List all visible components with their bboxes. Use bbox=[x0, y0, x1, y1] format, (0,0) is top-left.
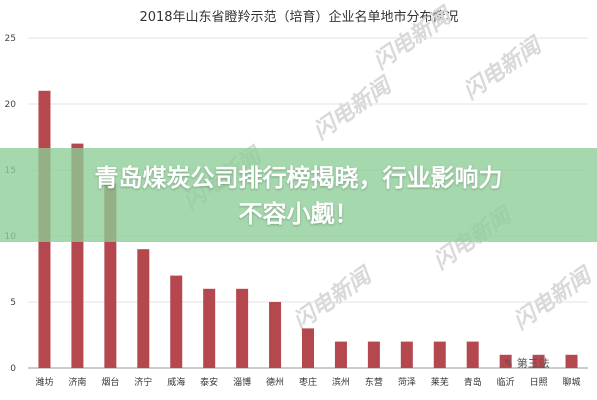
x-axis-categories: 潍坊 济南 烟台 济宁 威海 泰安 淄博 德州 枣庄 滨州 东营 菏泽 莱芜 青岛 临沂 日照 聊城 bbox=[35, 376, 580, 388]
x-category-label: 潍坊 bbox=[35, 376, 53, 388]
chart-title: 2018年山东省瞪羚示范（培育）企业名单地市分布情况 bbox=[139, 9, 458, 25]
x-category-label: 临沂 bbox=[497, 376, 515, 388]
y-tick-label: 5 bbox=[10, 298, 16, 308]
bar bbox=[367, 341, 380, 368]
bar bbox=[400, 341, 413, 368]
headline-line-2: 不容小觑！ bbox=[238, 200, 359, 228]
bar bbox=[203, 288, 216, 368]
bar bbox=[532, 354, 545, 368]
bar bbox=[236, 288, 249, 368]
watermark-text: 闪电新闻 bbox=[289, 261, 378, 334]
x-category-label: 菏泽 bbox=[398, 377, 416, 388]
bars bbox=[38, 90, 578, 369]
bar bbox=[565, 354, 578, 368]
x-category-label: 莱芜 bbox=[431, 376, 449, 388]
bar bbox=[334, 341, 347, 368]
x-category-label: 日照 bbox=[530, 377, 548, 388]
x-category-label: 泰安 bbox=[200, 376, 218, 388]
x-category-label: 聊城 bbox=[563, 376, 581, 388]
watermark-text: 闪电新闻 bbox=[459, 31, 548, 104]
x-category-label: 青岛 bbox=[464, 376, 482, 388]
y-tick-label: 25 bbox=[5, 34, 16, 44]
x-category-label: 东营 bbox=[365, 376, 383, 388]
x-category-label: 滨州 bbox=[332, 376, 350, 388]
bar bbox=[302, 328, 314, 368]
headline-line-1: 青岛煤炭公司排行榜揭晓，行业影响力 bbox=[94, 164, 503, 192]
x-category-label: 枣庄 bbox=[299, 376, 317, 388]
bar bbox=[269, 302, 282, 368]
headline-banner bbox=[0, 148, 597, 242]
headline-text: 青岛煤炭公司排行榜揭晓，行业影响力 不容小觑！ bbox=[0, 160, 597, 232]
source-logo: ✎ 第三法 bbox=[504, 357, 550, 370]
x-category-label: 威海 bbox=[167, 376, 185, 388]
bar bbox=[137, 249, 150, 368]
x-category-label: 济宁 bbox=[134, 376, 152, 388]
bar bbox=[170, 275, 183, 368]
bar bbox=[433, 341, 446, 368]
x-category-label: 淄博 bbox=[233, 376, 251, 388]
y-tick-label: 20 bbox=[5, 100, 17, 110]
watermark-text: 闪电新闻 bbox=[509, 261, 597, 334]
x-category-label: 济南 bbox=[68, 376, 86, 388]
x-category-label: 德州 bbox=[266, 376, 284, 388]
x-category-label: 烟台 bbox=[101, 376, 119, 388]
y-tick-label: 0 bbox=[10, 364, 16, 374]
bar bbox=[499, 354, 512, 368]
watermark-text: 闪电新闻 bbox=[309, 71, 398, 144]
bar bbox=[466, 341, 479, 368]
